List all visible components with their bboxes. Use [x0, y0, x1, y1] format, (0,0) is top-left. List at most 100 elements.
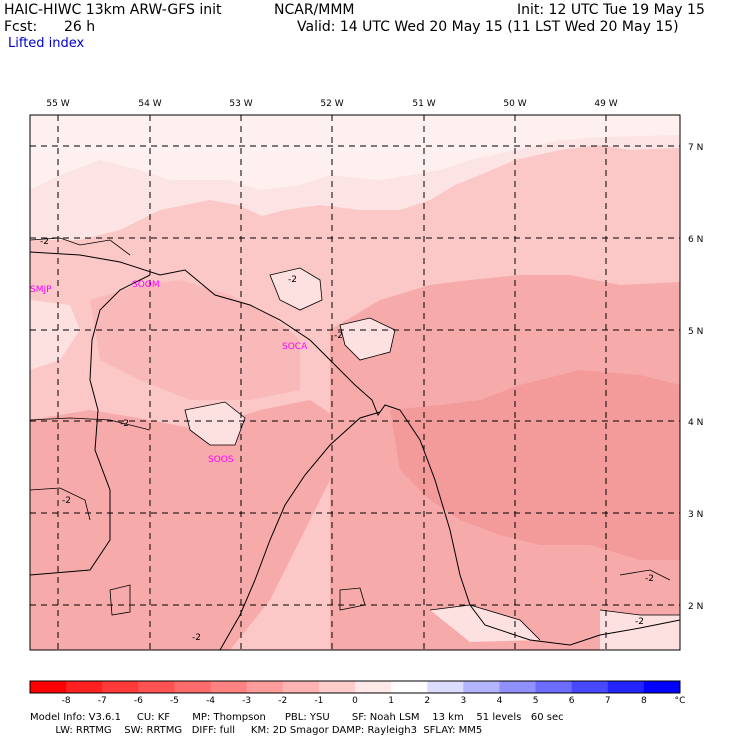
colorbar-tick-label: 2 — [424, 696, 430, 706]
fill-light-patch-2 — [270, 268, 322, 310]
lon-label: 55 W — [46, 99, 69, 109]
contour-labels: -2 -2 -2 -2 -2 -2 -2 -2 — [40, 237, 654, 643]
colorbar-swatch — [463, 681, 500, 693]
coastline — [29, 251, 681, 646]
colorbar-swatches — [29, 680, 681, 694]
colorbar-swatch — [174, 681, 212, 693]
init-time: Init: 12 UTC Tue 19 May 15 — [517, 2, 705, 18]
fill-dark-west — [30, 400, 340, 650]
colorbar-swatch — [30, 681, 67, 693]
model-info-line-1: Model Info: V3.6.1 CU: KF MP: Thompson P… — [30, 712, 564, 723]
lat-label: 2 N — [688, 602, 703, 612]
colorbar-tick-label: 5 — [533, 696, 539, 706]
lon-label: 50 W — [503, 99, 526, 109]
station-soca: SOCA — [282, 342, 308, 352]
field-name: Lifted index — [8, 36, 85, 51]
contour-label: -2 — [288, 275, 297, 285]
fill-light-patch-4 — [185, 402, 245, 445]
colorbar-tick-label: -5 — [170, 696, 179, 706]
colorbar-tick-label: -8 — [62, 696, 71, 706]
colorbar-tick-label: 1 — [388, 696, 394, 706]
coastline-and-borders — [29, 251, 681, 651]
colorbar: -8 -7 -6 -5 -4 -3 -2 -1 0 1 2 3 4 5 6 7 8 °C — [29, 680, 686, 706]
contour-label: -2 — [334, 331, 343, 341]
colorbar-swatch — [571, 681, 609, 693]
colorbar-unit: °C — [675, 696, 686, 706]
colorbar-swatch — [66, 681, 103, 693]
colorbar-swatch — [138, 681, 175, 693]
colorbar-tick-label: 0 — [352, 696, 358, 706]
station-soom: SOOM — [132, 280, 160, 290]
contour-7 — [429, 604, 541, 641]
colorbar-tick-label: 4 — [497, 696, 503, 706]
forecast-label: Fcst: — [4, 19, 38, 35]
colorbar-swatch — [210, 681, 248, 693]
contour-8 — [599, 609, 680, 616]
forecast-hour: 26 h — [64, 19, 96, 35]
fill-lightest-north — [30, 115, 680, 190]
contour-9 — [619, 569, 671, 581]
contour-6 — [29, 487, 91, 521]
contour-11 — [109, 584, 131, 616]
colorbar-tick-label: 3 — [460, 696, 466, 706]
contour-3 — [339, 317, 396, 361]
colorbar-swatch — [102, 681, 139, 693]
lat-label: 7 N — [688, 143, 703, 153]
colorbar-swatch — [246, 681, 284, 693]
colorbar-swatch — [318, 681, 356, 693]
colorbar-tick-label: -3 — [242, 696, 251, 706]
colorbar-tick-label: 8 — [641, 696, 647, 706]
contour-5 — [29, 417, 151, 431]
model-info-line-2: LW: RRTMG SW: RRTMG DIFF: full KM: 2D Sm… — [30, 725, 483, 736]
lifted-index-fill — [30, 115, 680, 650]
colorbar-swatch — [355, 681, 392, 693]
fill-light-patch-5 — [430, 605, 540, 642]
lat-label: 6 N — [688, 235, 703, 245]
colorbar-tick-label: -1 — [314, 696, 323, 706]
station-smjp: SMJP — [30, 285, 52, 295]
fill-light-patch-1 — [30, 300, 80, 370]
colorbar-swatch — [282, 681, 320, 693]
colorbar-tick-label: -2 — [278, 696, 287, 706]
contour-label: -2 — [635, 617, 644, 627]
colorbar-border — [29, 680, 681, 694]
colorbar-tick-label: -6 — [134, 696, 143, 706]
lat-label: 4 N — [688, 418, 703, 428]
lon-label: 53 W — [229, 99, 252, 109]
map-frame — [29, 114, 681, 651]
valid-time: Valid: 14 UTC Wed 20 May 15 (11 LST Wed … — [297, 19, 679, 35]
contour-2 — [269, 267, 323, 311]
organization-label: NCAR/MMM — [274, 2, 355, 18]
colorbar-swatch — [391, 681, 428, 693]
colorbar-swatch — [427, 681, 464, 693]
colorbar-swatch — [535, 681, 573, 693]
colorbar-tick-labels: -8 -7 -6 -5 -4 -3 -2 -1 0 1 2 3 4 5 6 7 8 — [62, 696, 647, 706]
model-title: HAIC-HIWC 13km ARW-GFS init — [4, 2, 222, 18]
lon-label: 54 W — [138, 99, 161, 109]
contour-1 — [29, 237, 131, 256]
contour-label: -2 — [40, 237, 49, 247]
colorbar-swatch — [499, 681, 537, 693]
contour-label: -2 — [192, 633, 201, 643]
lon-label: 52 W — [320, 99, 343, 109]
longitude-labels: 55 W 54 W 53 W 52 W 51 W 50 W 49 W — [46, 99, 617, 109]
contour-label: -2 — [120, 419, 129, 429]
fill-mid-west — [90, 280, 300, 400]
colorbar-tick-label: -4 — [206, 696, 215, 706]
border-east — [219, 411, 381, 651]
latitude-labels: 7 N 6 N 5 N 4 N 3 N 2 N — [688, 143, 703, 612]
lon-label: 49 W — [594, 99, 617, 109]
colorbar-tick-label: 6 — [569, 696, 575, 706]
graticule — [30, 115, 680, 650]
contour-label: -2 — [645, 574, 654, 584]
fill-light-patch-3 — [340, 318, 395, 360]
station-soos: SOOS — [208, 455, 234, 465]
lon-label: 51 W — [412, 99, 435, 109]
colorbar-tick-label: -7 — [98, 696, 107, 706]
lat-label: 5 N — [688, 327, 703, 337]
colorbar-swatch — [607, 681, 645, 693]
station-labels: SMJP SOOM SOCA SOOS — [30, 280, 308, 465]
colorbar-tick-label: 7 — [605, 696, 611, 706]
colorbar-swatch — [643, 681, 681, 693]
